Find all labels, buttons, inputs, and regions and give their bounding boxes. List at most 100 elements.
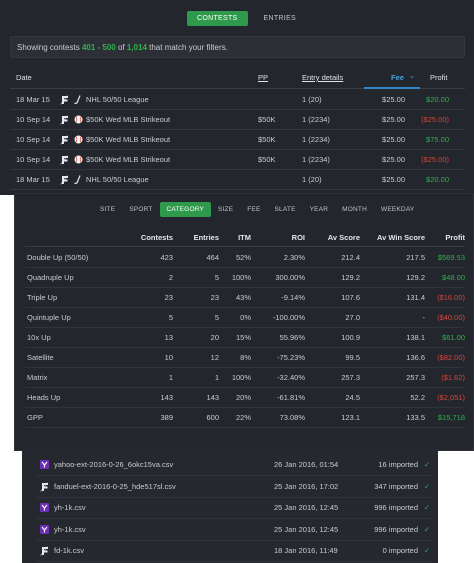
yahoo-logo-icon [40, 503, 49, 514]
import-row[interactable]: yh-1k.csv 25 Jan 2016, 12:45 996 imported ✓ [36, 519, 434, 541]
fanduel-logo-icon [60, 135, 69, 147]
category-itm: 100% [231, 373, 251, 382]
contest-row[interactable]: 10 Sep 14 $50K Wed MLB Strikeout $50K 1 (22… [10, 129, 465, 150]
category-entries: 5 [214, 273, 219, 282]
contest-entry: 1 (20) [302, 95, 322, 104]
import-filename: fd-1k.csv [54, 546, 85, 555]
subtab-site[interactable]: SITE [100, 206, 116, 213]
category-av-score: 99.5 [345, 353, 360, 362]
contest-name: $50K Wed MLB Strikeout [86, 115, 171, 124]
subtab-sport[interactable]: SPORT [129, 206, 153, 213]
category-profit: ($1.62) [441, 373, 465, 382]
col-av-score[interactable]: Av Score [327, 233, 360, 242]
category-name: Double Up (50/50) [27, 253, 89, 262]
import-status: 0 imported [382, 546, 418, 555]
import-row[interactable]: yh-1k.csv 25 Jan 2016, 12:45 996 imported ✓ [36, 497, 434, 519]
import-row[interactable]: yahoo-ext-2016-0-26_6okc15va.csv 26 Jan 2… [36, 454, 434, 476]
import-row[interactable]: fd-1k.csv 18 Jan 2016, 11:49 0 imported ✓ [36, 540, 434, 562]
contest-entry: 1 (20) [302, 175, 322, 184]
col-entry-details[interactable]: Entry details [302, 73, 344, 82]
import-date: 26 Jan 2016, 01:54 [274, 460, 339, 469]
subtab-weekday[interactable]: WEEKDAY [380, 206, 415, 213]
category-profit: $61.00 [442, 333, 465, 342]
category-row[interactable]: Triple Up 23 23 43% -9.14% 107.6 131.4 ($16.00) [25, 287, 465, 308]
category-name: GPP [27, 413, 43, 422]
import-check-icon: ✓ [423, 503, 430, 512]
subtab-year[interactable]: YEAR [309, 206, 329, 213]
category-row[interactable]: Heads Up 143 143 20% -61.81% 24.5 52.2 ($2,051) [25, 387, 465, 408]
import-check-icon: ✓ [423, 546, 430, 555]
category-av-score: 24.5 [345, 393, 360, 402]
contest-row[interactable]: 10 Sep 14 $50K Wed MLB Strikeout $50K 1 (22… [10, 149, 465, 170]
col-roi[interactable]: ROI [291, 233, 305, 242]
contest-fee: $25.00 [382, 115, 405, 124]
category-av-win-score: 257.3 [406, 373, 425, 382]
category-itm: 20% [235, 393, 251, 402]
category-name: Heads Up [27, 393, 61, 402]
category-row[interactable]: Quadruple Up 2 5 100% 300.00% 129.2 129.2 $48.0… [25, 267, 465, 288]
tab-entries[interactable]: ENTRIES [263, 15, 296, 22]
category-av-score: 212.4 [341, 253, 360, 262]
contest-row[interactable]: 10 Sep 14 $50K Wed MLB Strikeout $50K 1 (22… [10, 109, 465, 130]
filter-suffix: that match your filters. [146, 43, 228, 52]
category-row[interactable]: 10x Up 13 20 15% 55.96% 100.9 138.1 $61.00 [25, 327, 465, 348]
contest-fee: $25.00 [382, 175, 405, 184]
yahoo-logo-icon [40, 524, 49, 536]
category-profit: ($82.00) [437, 353, 465, 362]
category-name: Quadruple Up [27, 273, 74, 282]
category-contests: 23 [164, 293, 173, 302]
category-row[interactable]: Double Up (50/50) 423 464 52% 2.30% 212.4 217.… [25, 247, 465, 268]
category-itm: 0% [240, 313, 251, 322]
fee-sort-indicator [364, 87, 420, 89]
col-fee[interactable]: Fee [391, 73, 404, 82]
yahoo-logo-icon [40, 460, 49, 471]
fanduel-logo-icon [40, 546, 49, 558]
category-row[interactable]: GPP 389 600 22% 73.08% 123.1 133.5 $15,718 [25, 407, 465, 428]
subtab-size[interactable]: SIZE [218, 206, 234, 213]
contest-entry: 1 (2234) [302, 135, 330, 144]
category-row[interactable]: Satellite 10 12 8% -75.23% 99.5 136.6 ($82.00) [25, 347, 465, 368]
category-av-score: 123.1 [341, 413, 360, 422]
col-date[interactable]: Date [16, 73, 32, 82]
subtab-category[interactable]: CATEGORY [159, 202, 212, 217]
import-filename: fanduel-ext-2016-0-25_hde517sl.csv [54, 481, 176, 491]
col-pp[interactable]: PP [258, 73, 269, 82]
contest-row[interactable]: 18 Mar 15 NHL 50/50 League 1 (20) $25.00 $20… [10, 169, 465, 190]
category-roi: -32.40% [277, 373, 305, 382]
contest-row[interactable]: 18 Mar 15 NHL 50/50 League 1 (20) $25.00 $20… [10, 89, 465, 110]
import-filename: yh-1k.csv [54, 524, 86, 534]
category-roi: 73.08% [279, 413, 305, 422]
tab-contests[interactable]: CONTESTS [187, 11, 248, 26]
category-entries: 23 [210, 293, 219, 302]
category-name: Matrix [27, 373, 48, 382]
contests-table-header: Date PP Entry details Fee ⌄ Profit [10, 68, 465, 89]
category-row[interactable]: Quintuple Up 5 5 0% -100.00% 27.0 - ($40.00) [25, 307, 465, 328]
import-row[interactable]: fanduel-ext-2016-0-25_hde517sl.csv 25 Jan… [36, 476, 434, 498]
contest-name: $50K Wed MLB Strikeout [86, 155, 171, 164]
subtab-month[interactable]: MONTH [342, 206, 367, 213]
import-filename: yh-1k.csv [54, 503, 86, 512]
hockey-stick-icon [74, 95, 82, 107]
contest-profit: $20.00 [426, 175, 449, 184]
filter-prefix: Showing contests [17, 43, 82, 52]
col-av-win-score[interactable]: Av Win Score [377, 233, 425, 242]
col-profit[interactable]: Profit [430, 73, 448, 82]
col-profit-2[interactable]: Profit [445, 233, 465, 242]
subtab-fee[interactable]: FEE [247, 206, 261, 213]
category-row[interactable]: Matrix 1 1 100% -32.40% 257.3 257.3 ($1.62) [25, 367, 465, 388]
import-status: 996 imported [374, 524, 418, 534]
import-status: 996 imported [374, 503, 418, 512]
sort-desc-icon[interactable]: ⌄ [409, 71, 416, 80]
subtab-slate[interactable]: SLATE [274, 206, 296, 213]
col-itm[interactable]: ITM [238, 233, 251, 242]
fanduel-logo-icon [60, 175, 69, 187]
category-entries: 12 [210, 353, 219, 362]
category-entries: 464 [206, 253, 219, 262]
import-check-icon: ✓ [423, 524, 430, 534]
category-contests: 143 [160, 393, 173, 402]
category-av-win-score: 52.2 [410, 393, 425, 402]
category-profit: $15,718 [437, 413, 465, 422]
category-av-score: 129.2 [341, 273, 360, 282]
col-entries[interactable]: Entries [193, 233, 219, 242]
col-contests[interactable]: Contests [140, 233, 173, 242]
